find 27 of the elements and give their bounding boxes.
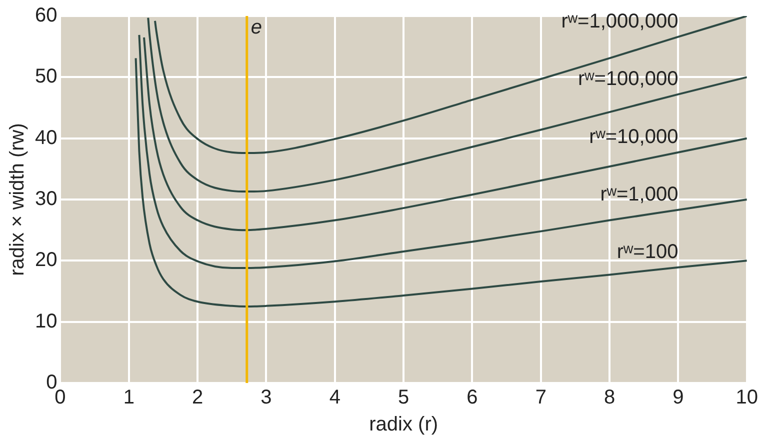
- y-tick-label: 10: [34, 310, 58, 332]
- x-tick-label: 1: [123, 386, 134, 409]
- x-tick-label: 2: [192, 386, 204, 409]
- y-tick-label: 30: [34, 188, 58, 210]
- series-label: rʷ=10,000: [589, 126, 678, 148]
- x-tick-label: 4: [329, 386, 340, 409]
- line-series: [134, 57, 747, 308]
- ref-line-label: e: [250, 16, 262, 39]
- y-tick-label: 50: [34, 66, 58, 88]
- y-tick-label: 60: [34, 4, 58, 27]
- line-series: [143, 36, 747, 232]
- series-label: rʷ=1,000: [600, 183, 678, 206]
- x-tick-label: 5: [398, 386, 410, 409]
- x-tick-label: 8: [604, 386, 616, 409]
- series-label: rʷ=100: [616, 240, 678, 263]
- x-axis-title: radix (r): [369, 414, 438, 436]
- x-tick-label: 6: [466, 386, 478, 409]
- y-tick-label: 40: [34, 126, 58, 149]
- x-tick-label: 10: [736, 386, 758, 409]
- series-label: rʷ=1,000,000: [561, 10, 678, 32]
- y-tick-label: 20: [34, 249, 58, 272]
- line-series: [138, 34, 747, 270]
- x-tick-label: 7: [535, 386, 546, 409]
- series-label: rʷ=100,000: [578, 68, 678, 90]
- x-tick-label: 9: [672, 386, 684, 409]
- y-axis-title: radix × width (rw): [6, 123, 29, 276]
- x-tick-label: 3: [260, 386, 272, 409]
